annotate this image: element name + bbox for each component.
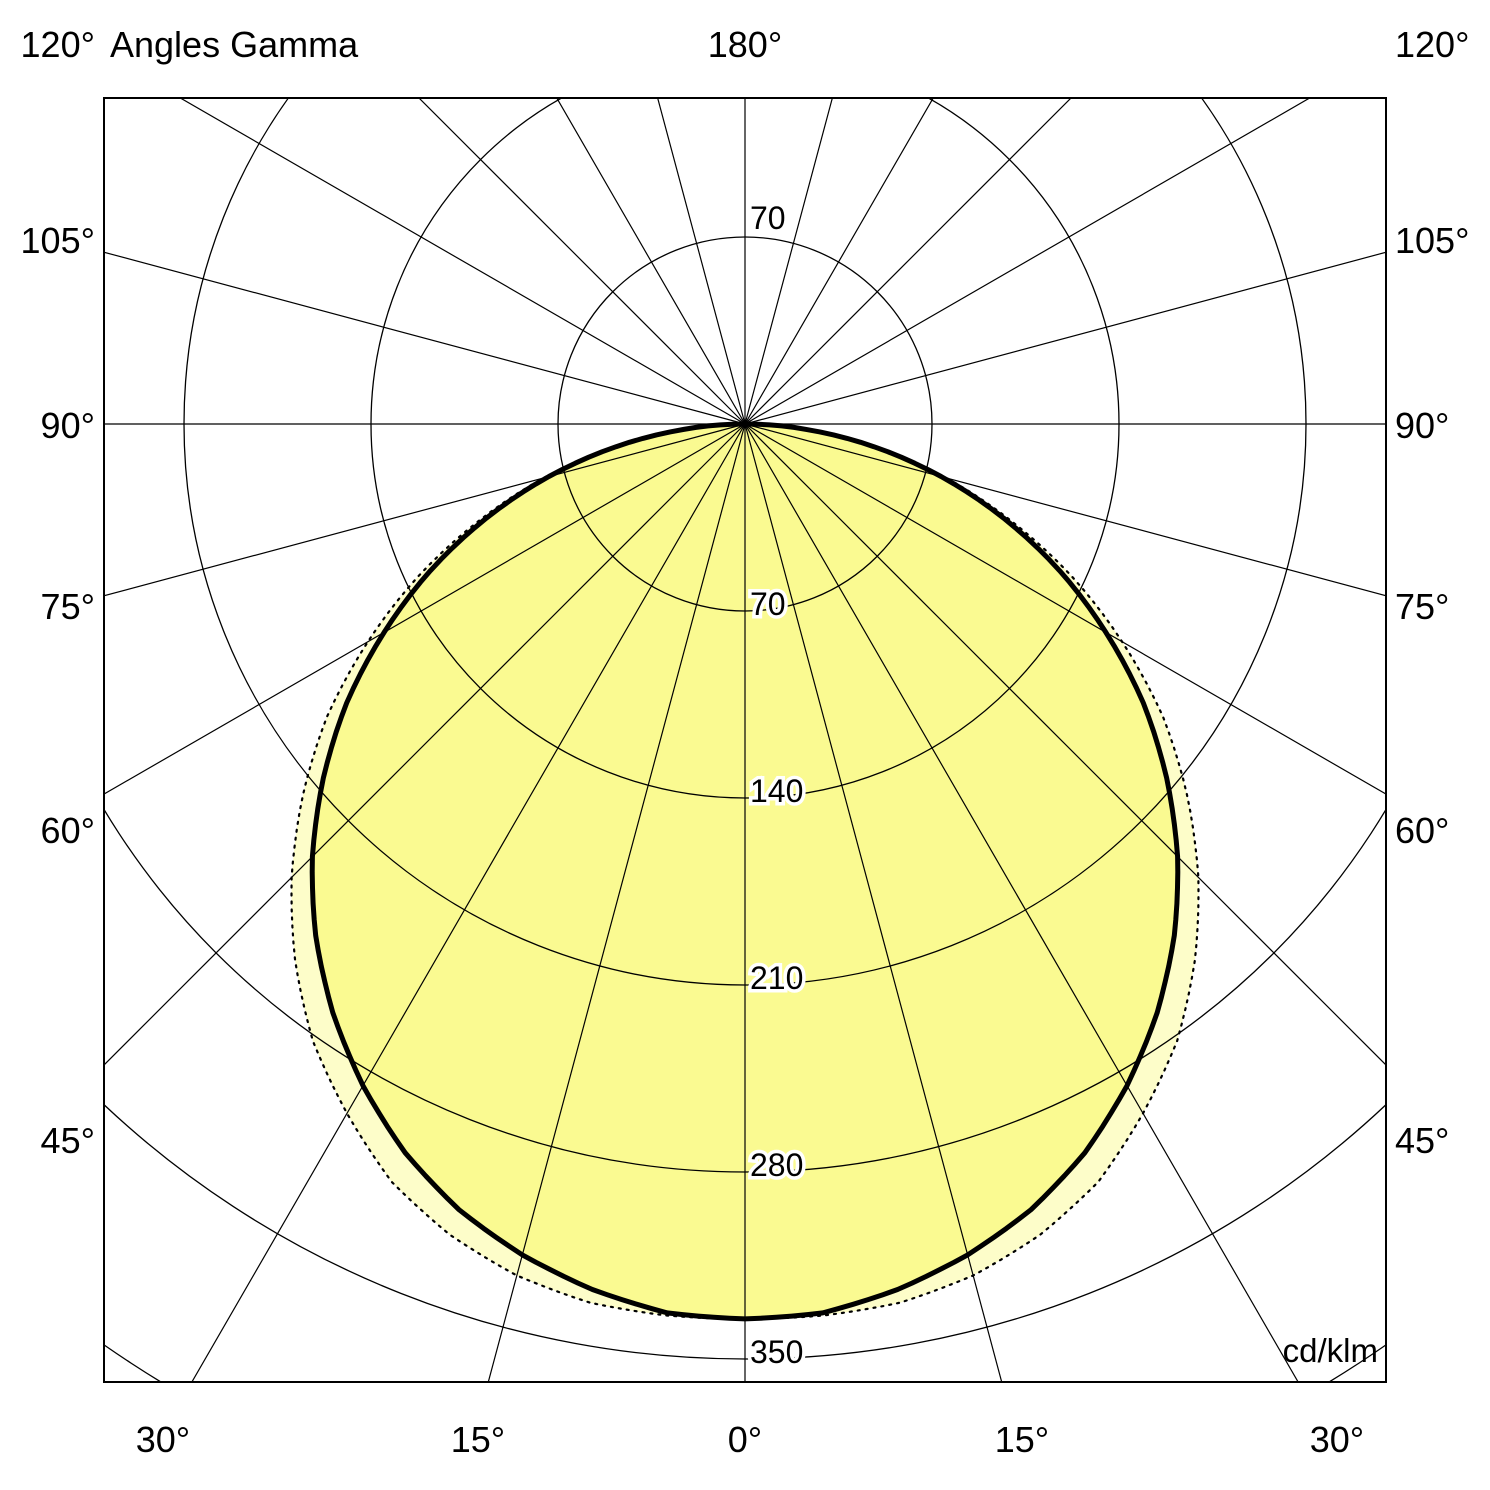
gamma-grid-ray xyxy=(104,423,746,795)
intensity-curve-solid xyxy=(309,421,1181,1322)
gamma-angle-label: 180° xyxy=(708,24,782,65)
gamma-grid-ray xyxy=(179,98,746,425)
gamma-grid-ray xyxy=(104,423,746,1066)
unit-label: cd/klm xyxy=(1283,1332,1378,1369)
radial-tick-label: 280 xyxy=(750,1147,803,1183)
radial-tick-label: 210 xyxy=(750,960,803,996)
gamma-grid-ray xyxy=(744,423,1386,1066)
radial-tick-label: 70 xyxy=(750,586,786,622)
gamma-angle-label: 75° xyxy=(1395,586,1449,627)
gamma-angle-label: 75° xyxy=(41,586,95,627)
gamma-grid-ray xyxy=(104,423,746,597)
gamma-grid-ray xyxy=(418,98,746,425)
gamma-grid-ray xyxy=(487,423,746,1382)
gamma-grid-ray xyxy=(744,423,1386,795)
chart-title: Angles Gamma xyxy=(110,24,359,65)
gamma-angle-label: 45° xyxy=(1395,1120,1449,1161)
gamma-angle-label: 60° xyxy=(41,810,95,851)
gamma-angle-label: 0° xyxy=(728,1419,762,1460)
plot-frame xyxy=(103,97,1387,1383)
gamma-angle-label: 90° xyxy=(1395,405,1449,446)
gamma-grid-ray xyxy=(657,98,746,425)
gamma-angle-label: 15° xyxy=(995,1419,1049,1460)
gamma-grid-ray xyxy=(744,98,1072,425)
gamma-grid-ray xyxy=(744,423,1299,1382)
gamma-grid-ray xyxy=(744,423,1003,1382)
gamma-grid-ray xyxy=(104,251,746,425)
gamma-grid-ray xyxy=(191,423,746,1382)
radial-tick-label: 140 xyxy=(750,773,803,809)
gamma-grid-ray xyxy=(556,98,746,425)
gamma-grid-ray xyxy=(744,251,1386,425)
gamma-angle-label: 15° xyxy=(451,1419,505,1460)
gamma-angle-label: 30° xyxy=(136,1419,190,1460)
intensity-curve-dotted xyxy=(290,422,1200,1321)
gamma-angle-label: 120° xyxy=(21,24,95,65)
gamma-angle-label: 45° xyxy=(41,1120,95,1161)
gamma-grid-ray xyxy=(744,98,934,425)
gamma-angle-label: 105° xyxy=(21,220,95,261)
gamma-grid-ray xyxy=(744,98,1311,425)
radial-tick-label: 350 xyxy=(750,1334,803,1370)
gamma-angle-label: 60° xyxy=(1395,810,1449,851)
gamma-grid-ray xyxy=(744,98,833,425)
gamma-grid-ray xyxy=(744,423,1386,597)
gamma-angle-label: 30° xyxy=(1310,1419,1364,1460)
gamma-angle-label: 120° xyxy=(1395,24,1469,65)
gamma-angle-label: 105° xyxy=(1395,220,1469,261)
radial-tick-label-top: 70 xyxy=(750,200,786,236)
gamma-angle-label: 90° xyxy=(41,405,95,446)
